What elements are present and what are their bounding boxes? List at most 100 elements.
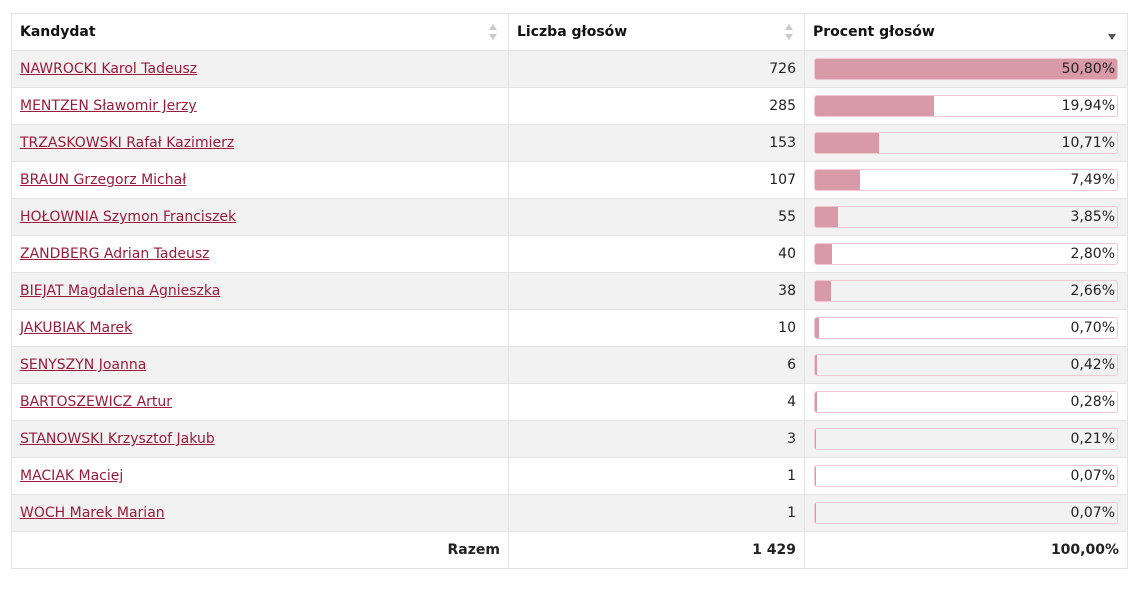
percent-bar-fill (815, 318, 820, 338)
percent-value: 2,66% (1070, 283, 1115, 299)
percent-bar-fill (815, 244, 832, 264)
percent-bar-fill (815, 355, 818, 375)
total-percent: 100,00% (804, 531, 1128, 569)
total-label: Razem (11, 531, 509, 569)
table-row: BIEJAT Magdalena Agnieszka 38 2,66% (11, 272, 1128, 310)
table-row: ZANDBERG Adrian Tadeusz 40 2,80% (11, 235, 1128, 273)
candidate-cell: MENTZEN Sławomir Jerzy (11, 87, 509, 125)
results-table: Kandydat Liczba głosów Procent głosów NA… (11, 13, 1128, 569)
table-row: JAKUBIAK Marek 10 0,70% (11, 309, 1128, 347)
candidate-cell: SENYSZYN Joanna (11, 346, 509, 384)
column-header-candidate[interactable]: Kandydat (11, 13, 509, 51)
candidate-link[interactable]: BRAUN Grzegorz Michał (20, 172, 187, 188)
percent-cell: 0,28% (804, 383, 1128, 421)
candidate-link[interactable]: BARTOSZEWICZ Artur (20, 394, 173, 410)
percent-value: 0,70% (1070, 320, 1115, 336)
percent-value: 0,07% (1070, 468, 1115, 484)
percent-cell: 3,85% (804, 198, 1128, 236)
results-table-container: Kandydat Liczba głosów Procent głosów NA… (11, 13, 1128, 569)
percent-bar: 19,94% (814, 95, 1118, 117)
percent-value: 3,85% (1070, 209, 1115, 225)
column-header-label: Procent głosów (813, 24, 935, 40)
table-row: STANOWSKI Krzysztof Jakub 3 0,21% (11, 420, 1128, 458)
column-header-votes[interactable]: Liczba głosów (508, 13, 805, 51)
candidate-link[interactable]: MACIAK Maciej (20, 468, 124, 484)
candidate-cell: BIEJAT Magdalena Agnieszka (11, 272, 509, 310)
percent-bar: 2,66% (814, 280, 1118, 302)
sort-arrows-icon (489, 24, 498, 40)
candidate-link[interactable]: WOCH Marek Marian (20, 505, 165, 521)
percent-bar-fill (815, 133, 879, 153)
sort-desc-icon (1108, 24, 1117, 40)
percent-cell: 10,71% (804, 124, 1128, 162)
percent-value: 2,80% (1070, 246, 1115, 262)
votes-cell: 6 (508, 346, 805, 384)
candidate-link[interactable]: MENTZEN Sławomir Jerzy (20, 98, 197, 114)
candidate-link[interactable]: BIEJAT Magdalena Agnieszka (20, 283, 221, 299)
sort-arrows-icon (785, 24, 794, 40)
percent-value: 7,49% (1070, 172, 1115, 188)
total-row: Razem 1 429 100,00% (11, 531, 1128, 569)
percent-bar-fill (815, 170, 860, 190)
percent-bar-fill (815, 96, 934, 116)
percent-cell: 0,07% (804, 457, 1128, 495)
candidate-cell: JAKUBIAK Marek (11, 309, 509, 347)
candidate-cell: WOCH Marek Marian (11, 494, 509, 532)
candidate-link[interactable]: TRZASKOWSKI Rafał Kazimierz (20, 135, 235, 151)
percent-bar-fill (815, 392, 817, 412)
candidate-cell: STANOWSKI Krzysztof Jakub (11, 420, 509, 458)
table-row: HOŁOWNIA Szymon Franciszek 55 3,85% (11, 198, 1128, 236)
percent-cell: 19,94% (804, 87, 1128, 125)
percent-bar: 7,49% (814, 169, 1118, 191)
percent-value: 0,21% (1070, 431, 1115, 447)
percent-bar: 0,21% (814, 428, 1118, 450)
candidate-link[interactable]: HOŁOWNIA Szymon Franciszek (20, 209, 237, 225)
percent-bar: 0,42% (814, 354, 1118, 376)
percent-cell: 2,66% (804, 272, 1128, 310)
percent-value: 0,07% (1070, 505, 1115, 521)
percent-cell: 2,80% (804, 235, 1128, 273)
candidate-cell: HOŁOWNIA Szymon Franciszek (11, 198, 509, 236)
votes-cell: 107 (508, 161, 805, 199)
percent-bar: 2,80% (814, 243, 1118, 265)
votes-cell: 3 (508, 420, 805, 458)
candidate-link[interactable]: STANOWSKI Krzysztof Jakub (20, 431, 215, 447)
percent-cell: 0,21% (804, 420, 1128, 458)
column-header-label: Kandydat (20, 24, 96, 40)
percent-bar: 50,80% (814, 58, 1118, 80)
votes-cell: 55 (508, 198, 805, 236)
percent-cell: 0,42% (804, 346, 1128, 384)
percent-cell: 50,80% (804, 50, 1128, 88)
votes-cell: 1 (508, 494, 805, 532)
candidate-link[interactable]: ZANDBERG Adrian Tadeusz (20, 246, 210, 262)
percent-bar: 0,28% (814, 391, 1118, 413)
table-row: BRAUN Grzegorz Michał 107 7,49% (11, 161, 1128, 199)
votes-cell: 1 (508, 457, 805, 495)
percent-bar: 10,71% (814, 132, 1118, 154)
table-row: WOCH Marek Marian 1 0,07% (11, 494, 1128, 532)
column-header-percent[interactable]: Procent głosów (804, 13, 1128, 51)
candidate-link[interactable]: JAKUBIAK Marek (20, 320, 133, 336)
table-row: SENYSZYN Joanna 6 0,42% (11, 346, 1128, 384)
percent-bar: 0,70% (814, 317, 1118, 339)
percent-value: 10,71% (1061, 135, 1115, 151)
votes-cell: 726 (508, 50, 805, 88)
percent-bar: 0,07% (814, 465, 1118, 487)
percent-value: 0,42% (1070, 357, 1115, 373)
candidate-cell: TRZASKOWSKI Rafał Kazimierz (11, 124, 509, 162)
votes-cell: 38 (508, 272, 805, 310)
candidate-link[interactable]: SENYSZYN Joanna (20, 357, 147, 373)
percent-bar-fill (815, 207, 838, 227)
percent-cell: 0,07% (804, 494, 1128, 532)
percent-bar-fill (815, 281, 831, 301)
table-row: BARTOSZEWICZ Artur 4 0,28% (11, 383, 1128, 421)
candidate-cell: MACIAK Maciej (11, 457, 509, 495)
total-votes: 1 429 (508, 531, 805, 569)
percent-bar: 0,07% (814, 502, 1118, 524)
candidate-cell: BRAUN Grzegorz Michał (11, 161, 509, 199)
votes-cell: 10 (508, 309, 805, 347)
table-row: TRZASKOWSKI Rafał Kazimierz 153 10,71% (11, 124, 1128, 162)
table-row: MENTZEN Sławomir Jerzy 285 19,94% (11, 87, 1128, 125)
candidate-link[interactable]: NAWROCKI Karol Tadeusz (20, 61, 198, 77)
candidate-cell: NAWROCKI Karol Tadeusz (11, 50, 509, 88)
